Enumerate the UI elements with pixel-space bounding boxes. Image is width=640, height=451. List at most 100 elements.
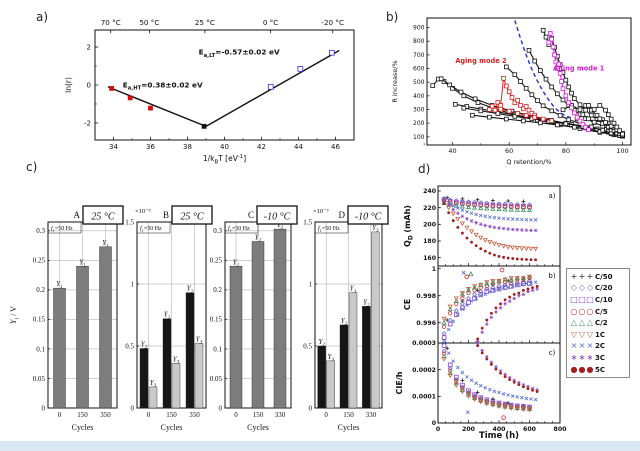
svg-text:0.15: 0.15 — [33, 316, 46, 324]
svg-text:Y2: Y2 — [363, 298, 370, 308]
svg-text:Y1: Y1 — [277, 221, 283, 231]
svg-text:Y2: Y2 — [341, 317, 348, 327]
plus-marker-icon: + — [578, 271, 586, 281]
svg-text:0: 0 — [87, 82, 91, 90]
svg-text:36: 36 — [146, 143, 155, 151]
dot-marker-icon: ● — [570, 364, 578, 374]
svg-text:Cycles: Cycles — [338, 423, 360, 432]
svg-text:Cycles: Cycles — [247, 423, 269, 432]
diamond-marker-icon: ◇ — [586, 283, 594, 293]
legend-label: C/10 — [595, 295, 613, 304]
svg-text:0: 0 — [324, 411, 328, 419]
svg-text:Y1: Y1 — [233, 258, 239, 268]
svg-text:44: 44 — [294, 143, 303, 151]
svg-text:Cycles: Cycles — [161, 423, 183, 432]
svg-text:1/kBT [eV-1]: 1/kBT [eV-1] — [203, 154, 246, 165]
square-marker-icon: □ — [578, 294, 586, 304]
svg-text:0.0002: 0.0002 — [412, 367, 436, 374]
svg-text:B: B — [163, 210, 169, 220]
svg-text:Q retention/%: Q retention/% — [506, 158, 551, 166]
svg-text:Y1: Y1 — [56, 280, 62, 290]
svg-text:-10 °C: -10 °C — [264, 212, 291, 223]
circle-marker-icon: ○ — [578, 306, 586, 316]
svg-text:ln(r): ln(r) — [64, 77, 73, 93]
svg-text:800: 800 — [413, 38, 425, 45]
svg-text:f1=50 Hz: f1=50 Hz — [140, 225, 162, 233]
svg-text:50 °C: 50 °C — [139, 18, 159, 27]
legend-label: 3C — [595, 353, 606, 362]
svg-text:0.2: 0.2 — [213, 286, 222, 294]
svg-text:330: 330 — [366, 411, 377, 419]
legend-label: C/5 — [595, 307, 608, 316]
svg-text:100: 100 — [413, 134, 425, 141]
svg-text:0.05: 0.05 — [33, 375, 46, 383]
svg-text:Y1: Y1 — [255, 233, 261, 243]
diamond-marker-icon: ◇ — [570, 283, 578, 293]
svg-text:0.25: 0.25 — [33, 257, 46, 265]
svg-text:150: 150 — [77, 411, 88, 419]
legend-row: ● ● ● 5C — [570, 364, 627, 376]
svg-text:1: 1 — [131, 280, 135, 288]
svg-text:34: 34 — [109, 143, 118, 151]
svg-text:Y2: Y2 — [141, 340, 148, 350]
panel-b-aging-mode-plot: 100 200 300 400 500 600 700 800 900 40 60 80 100 Agin… — [391, 17, 632, 166]
svg-text:180: 180 — [423, 238, 437, 245]
svg-text:240: 240 — [423, 188, 437, 195]
svg-text:42: 42 — [257, 143, 266, 151]
svg-text:0.998: 0.998 — [416, 293, 436, 300]
svg-text:-10 °C: -10 °C — [355, 212, 382, 223]
svg-text:Y1: Y1 — [79, 258, 85, 268]
x-marker-icon: × — [586, 341, 594, 351]
svg-text:200: 200 — [423, 222, 437, 229]
legend-row: ∗ ∗ ∗ 3C — [570, 352, 627, 364]
x-marker-icon: × — [578, 341, 586, 351]
svg-text:0 °C: 0 °C — [263, 18, 278, 27]
svg-text:600: 600 — [413, 66, 425, 73]
triangle-down-marker-icon: ▽ — [570, 329, 578, 339]
svg-text:b): b) — [548, 272, 555, 280]
legend-row: ○ ○ ○ C/5 — [570, 306, 627, 318]
svg-text:600: 600 — [523, 426, 537, 433]
svg-text:QD (mAh): QD (mAh) — [403, 205, 414, 247]
svg-text:40: 40 — [448, 147, 456, 155]
dot-marker-icon: ● — [586, 364, 594, 374]
svg-text:350: 350 — [189, 411, 200, 419]
svg-text:0.05: 0.05 — [210, 375, 223, 383]
svg-text:100: 100 — [616, 147, 628, 155]
legend-row: □ □ □ C/10 — [570, 294, 627, 306]
svg-text:70 °C: 70 °C — [101, 18, 121, 27]
svg-text:0.5: 0.5 — [125, 342, 134, 350]
svg-text:0.5: 0.5 — [303, 342, 312, 350]
svg-text:900: 900 — [413, 25, 425, 32]
svg-text:0.25: 0.25 — [210, 257, 223, 265]
svg-text:160: 160 — [423, 255, 437, 262]
svg-text:0: 0 — [309, 404, 313, 412]
svg-text:0: 0 — [42, 404, 46, 412]
svg-text:Ea,HT=0.38±0.02 eV: Ea,HT=0.38±0.02 eV — [123, 80, 203, 91]
footer-strip — [0, 441, 640, 451]
svg-text:×10⁻³: ×10⁻³ — [135, 208, 151, 215]
svg-text:0: 0 — [234, 411, 238, 419]
panel-d-cycling-plots: 160 180 200 220 240 a) QD (mAh) 0.996 0.998 1 b) CE… — [395, 185, 567, 441]
svg-text:Y1: Y1 — [102, 239, 108, 249]
legend-label: 2C — [595, 342, 606, 351]
svg-text:1.5: 1.5 — [125, 218, 134, 226]
svg-text:400: 400 — [493, 426, 507, 433]
svg-text:200: 200 — [413, 120, 425, 127]
triangle-marker-icon: △ — [570, 318, 578, 328]
svg-text:25 °C: 25 °C — [195, 18, 215, 27]
square-marker-icon: □ — [586, 294, 594, 304]
svg-text:0.1: 0.1 — [36, 345, 45, 353]
svg-text:f1=50 Hz: f1=50 Hz — [318, 225, 340, 233]
star-marker-icon: ∗ — [586, 352, 594, 362]
legend-label: C/50 — [595, 272, 613, 281]
legend-label: C/2 — [595, 319, 608, 328]
svg-text:Aging mode 2: Aging mode 2 — [455, 57, 507, 65]
square-marker-icon: □ — [570, 294, 578, 304]
svg-text:f1=50 Hz: f1=50 Hz — [228, 225, 250, 233]
triangle-marker-icon: △ — [586, 318, 594, 328]
svg-text:CE: CE — [403, 299, 412, 310]
legend-row: △ △ △ C/2 — [570, 317, 627, 329]
svg-text:150: 150 — [253, 411, 264, 419]
panel-a-arrhenius-plot: 34 36 38 40 42 44 46 -2 0 2 70 °C 50 °C 25 °C 0 °C -20… — [64, 18, 355, 165]
